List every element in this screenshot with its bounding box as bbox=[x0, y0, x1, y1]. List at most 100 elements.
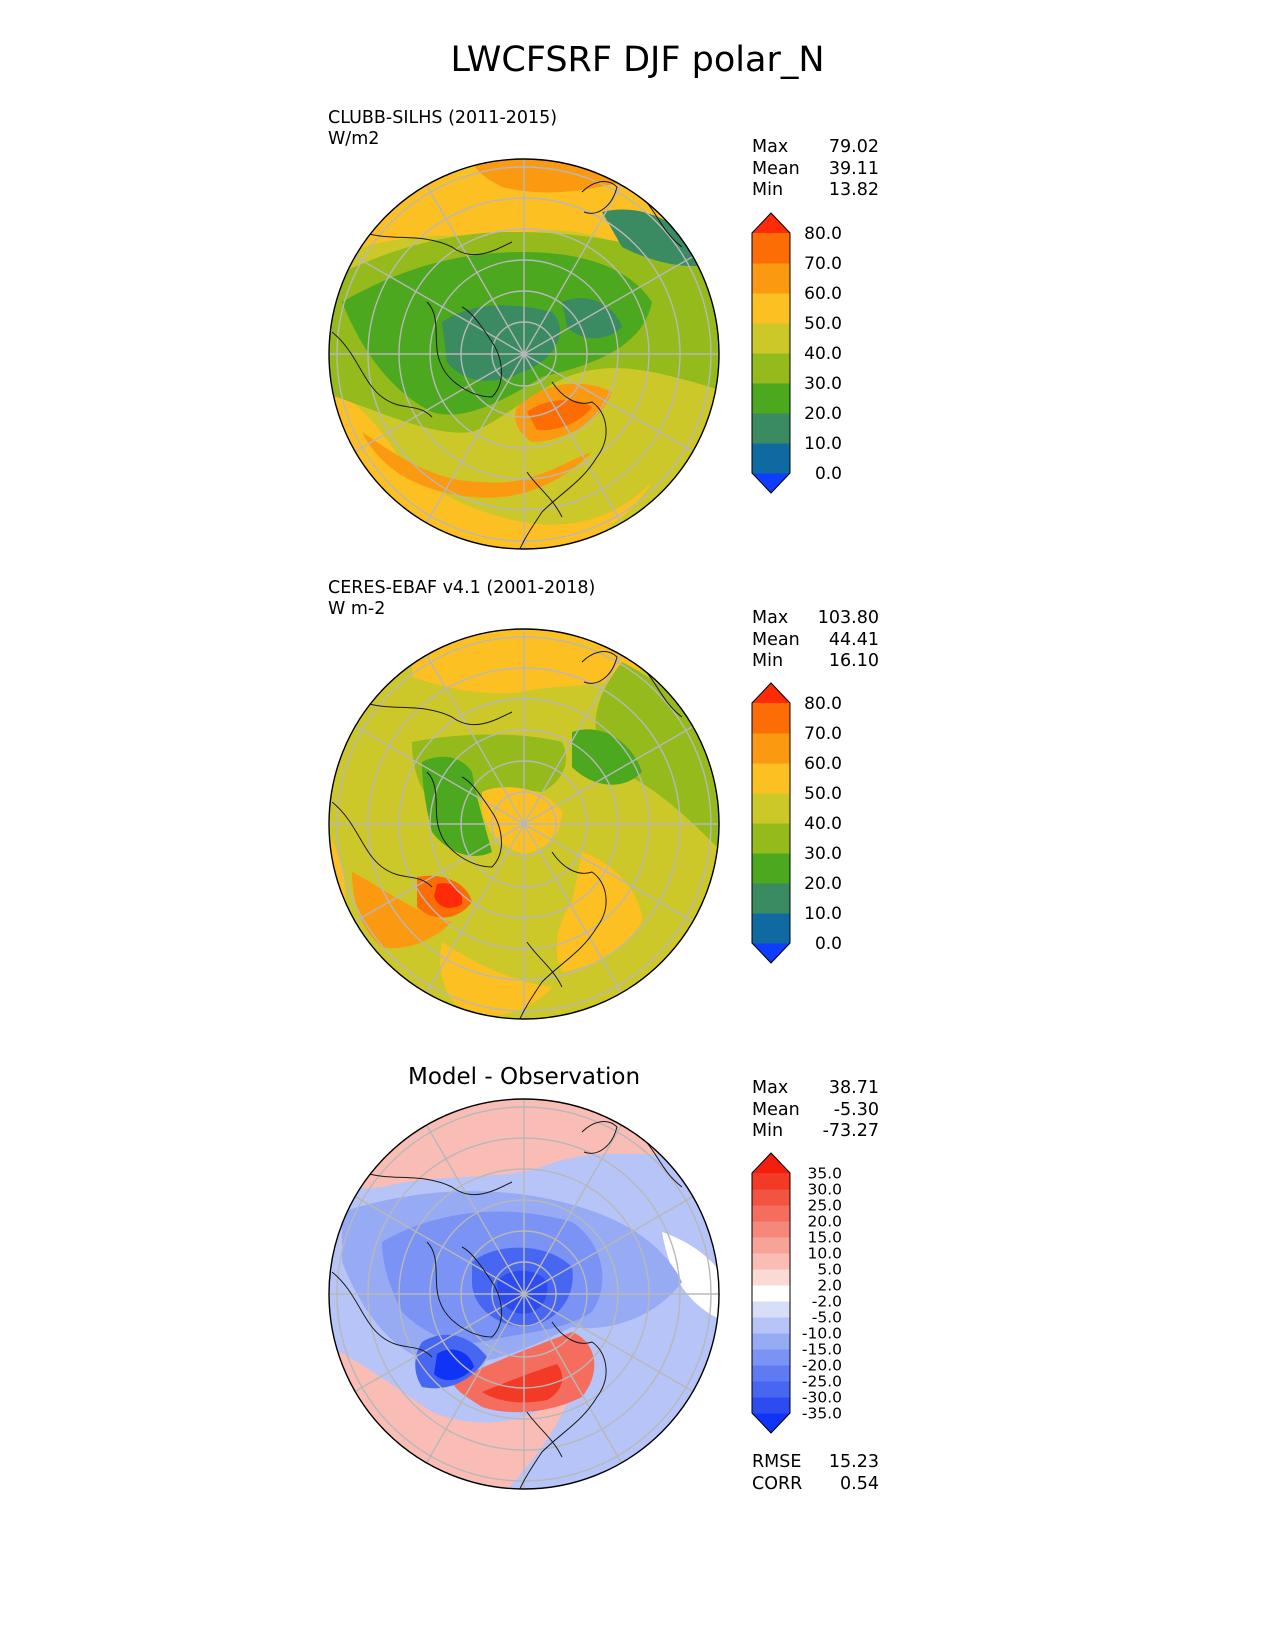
colorbar-tick-label: -20.0 bbox=[802, 1356, 842, 1374]
colorbar-tick-label: 70.0 bbox=[804, 724, 842, 744]
colorbar-segment bbox=[752, 883, 790, 914]
colorbar-under-extension bbox=[752, 473, 790, 493]
colorbar-segment bbox=[752, 1397, 790, 1414]
panel-test-polar-map bbox=[328, 158, 720, 550]
colorbar-tick-label: -15.0 bbox=[802, 1340, 842, 1358]
colorbar-tick-label: 35.0 bbox=[807, 1164, 842, 1182]
colorbar-segment bbox=[752, 1333, 790, 1350]
stat-max: Max 38.71 bbox=[752, 1078, 879, 1098]
colorbar-segment bbox=[752, 443, 790, 474]
colorbar-tick-label: -30.0 bbox=[802, 1388, 842, 1406]
colorbar-tick-label: 0.0 bbox=[815, 934, 842, 954]
colorbar-segment bbox=[752, 1365, 790, 1382]
panel-ref-name: CERES-EBAF v4.1 (2001-2018) bbox=[328, 578, 596, 598]
colorbar-tick-label: 40.0 bbox=[804, 814, 842, 834]
panel-test-stats: Max 79.02 Mean 39.11 Min 13.82 bbox=[752, 137, 879, 202]
colorbar-tick-label: 5.0 bbox=[817, 1260, 842, 1278]
colorbar-segment bbox=[752, 1173, 790, 1190]
colorbar-segment bbox=[752, 823, 790, 854]
panel-ref-polar-map bbox=[328, 628, 720, 1020]
colorbar-tick-label: -5.0 bbox=[812, 1308, 842, 1326]
panel-ref-stats: Max 103.80 Mean 44.41 Min 16.10 bbox=[752, 608, 879, 673]
colorbar-tick-label: 80.0 bbox=[804, 224, 842, 244]
colorbar-tick-label: 50.0 bbox=[804, 314, 842, 334]
colorbar-segment bbox=[752, 1349, 790, 1366]
stat-corr: CORR 0.54 bbox=[752, 1473, 879, 1494]
panel-diff-stats: Max 38.71 Mean -5.30 Min -73.27 bbox=[752, 1078, 879, 1143]
colorbar-tick-label: -2.0 bbox=[812, 1292, 842, 1310]
colorbar-tick-label: 20.0 bbox=[807, 1212, 842, 1230]
colorbar-tick-label: 50.0 bbox=[804, 784, 842, 804]
colorbar-segment bbox=[752, 853, 790, 884]
colorbar-segment bbox=[752, 763, 790, 794]
colorbar-tick-label: 10.0 bbox=[804, 434, 842, 454]
colorbar-segment bbox=[752, 1381, 790, 1398]
panel-diff-colorbar: -35.0-30.0-25.0-20.0-15.0-10.0-5.0-2.02.… bbox=[751, 1152, 842, 1434]
figure-title: LWCFSRF DJF polar_N bbox=[450, 40, 825, 80]
colorbar-over-extension bbox=[752, 1153, 790, 1173]
colorbar-segment bbox=[752, 913, 790, 944]
colorbar-segment bbox=[752, 233, 790, 264]
colorbar-segment bbox=[752, 793, 790, 824]
colorbar-tick-label: 70.0 bbox=[804, 254, 842, 274]
colorbar-tick-label: 10.0 bbox=[807, 1244, 842, 1262]
colorbar-segment bbox=[752, 293, 790, 324]
colorbar-tick-label: 80.0 bbox=[804, 694, 842, 714]
colorbar-segment bbox=[752, 323, 790, 354]
colorbar-tick-label: 30.0 bbox=[804, 374, 842, 394]
colorbar-segment bbox=[752, 1269, 790, 1286]
colorbar-tick-label: 30.0 bbox=[804, 844, 842, 864]
panel-test-colorbar: 0.0 10.0 20.0 30.0 40.0 50.0 60.0 70.0 80.0 bbox=[751, 212, 842, 494]
colorbar-tick-label: -25.0 bbox=[802, 1372, 842, 1390]
colorbar-tick-label: 25.0 bbox=[807, 1196, 842, 1214]
colorbar-segment bbox=[752, 1301, 790, 1318]
colorbar-segment bbox=[752, 1189, 790, 1206]
colorbar-segment bbox=[752, 263, 790, 294]
panel-ref-subtitle: CERES-EBAF v4.1 (2001-2018) W m-2 bbox=[328, 578, 595, 620]
colorbar-under-extension bbox=[752, 1413, 790, 1433]
stat-min: Min -73.27 bbox=[752, 1121, 879, 1141]
stat-min: Min 13.82 bbox=[752, 180, 879, 200]
colorbar-segment bbox=[752, 383, 790, 414]
colorbar-tick-label: 60.0 bbox=[804, 284, 842, 304]
stat-min: Min 16.10 bbox=[752, 651, 879, 671]
colorbar-tick-label: 0.0 bbox=[815, 464, 842, 484]
colorbar-segment bbox=[752, 1285, 790, 1302]
colorbar-segment bbox=[752, 353, 790, 384]
colorbar-tick-label: 30.0 bbox=[807, 1180, 842, 1198]
panel-test-subtitle: CLUBB-SILHS (2011-2015) W/m2 bbox=[328, 108, 557, 150]
colorbar-over-extension bbox=[752, 683, 790, 703]
panel-diff-title: Model - Observation bbox=[408, 1064, 641, 1090]
stat-mean: Mean -5.30 bbox=[752, 1099, 879, 1120]
colorbar-under-extension bbox=[752, 943, 790, 963]
colorbar-segment bbox=[752, 1221, 790, 1238]
colorbar-outline bbox=[751, 682, 791, 964]
stat-mean: Mean 44.41 bbox=[752, 629, 879, 650]
colorbar-tick-label: -35.0 bbox=[802, 1404, 842, 1422]
colorbar-tick-label: 15.0 bbox=[807, 1228, 842, 1246]
stat-mean: Mean 39.11 bbox=[752, 158, 879, 179]
colorbar-segment bbox=[752, 1205, 790, 1222]
colorbar-tick-label: 60.0 bbox=[804, 754, 842, 774]
colorbar-tick-label: -10.0 bbox=[802, 1324, 842, 1342]
panel-ref-colorbar: 0.0 10.0 20.0 30.0 40.0 50.0 60.0 70.0 80.0 bbox=[751, 682, 842, 964]
colorbar-segment bbox=[752, 1253, 790, 1270]
colorbar-segment bbox=[752, 1237, 790, 1254]
panel-test-units: W/m2 bbox=[328, 129, 380, 149]
stat-max: Max 103.80 bbox=[752, 608, 879, 628]
stat-rmse: RMSE 15.23 bbox=[752, 1452, 879, 1472]
colorbar-segment bbox=[752, 413, 790, 444]
colorbar-segment bbox=[752, 733, 790, 764]
colorbar-over-extension bbox=[752, 213, 790, 233]
panel-diff-polar-map bbox=[328, 1098, 720, 1490]
panel-test-name: CLUBB-SILHS (2011-2015) bbox=[328, 108, 558, 128]
colorbar-tick-label: 2.0 bbox=[817, 1276, 842, 1294]
colorbar-tick-label: 10.0 bbox=[804, 904, 842, 924]
colorbar-segment bbox=[752, 1317, 790, 1334]
colorbar-outline bbox=[751, 212, 791, 494]
colorbar-segment bbox=[752, 703, 790, 734]
stat-max: Max 79.02 bbox=[752, 137, 879, 157]
panel-diff-skill-stats: RMSE 15.23 CORR 0.54 bbox=[752, 1452, 879, 1495]
colorbar-tick-label: 20.0 bbox=[804, 874, 842, 894]
panel-ref-units: W m-2 bbox=[328, 599, 386, 619]
